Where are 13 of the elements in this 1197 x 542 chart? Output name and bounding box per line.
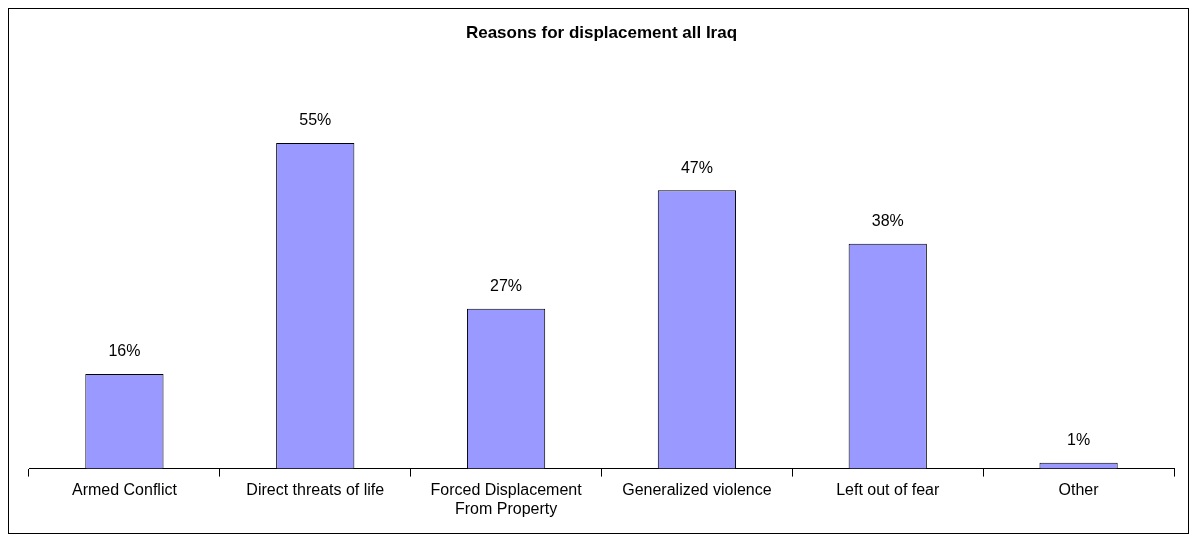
chart-title: Reasons for displacement all Iraq bbox=[465, 22, 738, 42]
data-label: 1% bbox=[1067, 431, 1091, 449]
x-tick-label: Other bbox=[1058, 480, 1100, 498]
x-tick-label: Left out of fear bbox=[836, 480, 941, 498]
data-label: 55% bbox=[299, 111, 332, 129]
x-tick-label: Generalized violence bbox=[622, 480, 772, 498]
data-label: 38% bbox=[871, 212, 904, 230]
data-label: 47% bbox=[680, 158, 713, 176]
x-tick-label: Forced Displacement From Property bbox=[430, 480, 583, 517]
x-tick-label: Direct threats of life bbox=[246, 480, 385, 498]
data-label: 16% bbox=[108, 342, 141, 360]
data-label: 27% bbox=[490, 277, 523, 295]
x-tick-label: Armed Conflict bbox=[71, 480, 178, 498]
